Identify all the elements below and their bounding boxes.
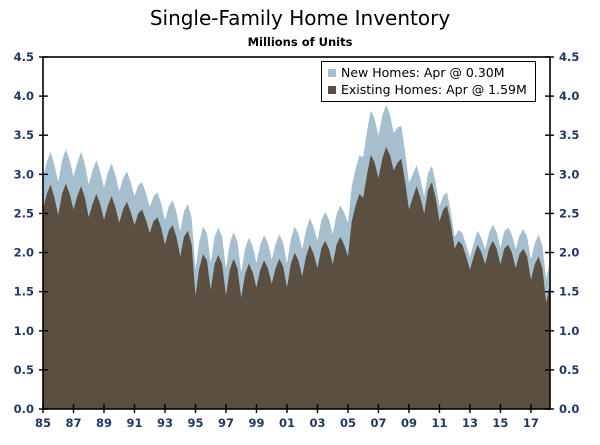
x-axis-tick-label: 11 <box>431 416 447 430</box>
y-axis-tick-label-left: 3.5 <box>14 128 34 142</box>
x-axis-tick-label: 93 <box>157 416 173 430</box>
y-axis-tick-label-left: 1.5 <box>14 285 34 299</box>
x-axis-tick-label: 09 <box>401 416 417 430</box>
x-axis-tick-label: 89 <box>96 416 112 430</box>
chart-frame <box>42 56 551 410</box>
y-axis-tick-label-right: 1.5 <box>559 285 579 299</box>
legend-label-existing-homes: Existing Homes: Apr @ 1.59M <box>341 82 527 97</box>
y-axis-tick-label-left: 1.0 <box>14 324 34 338</box>
y-axis-tick-label-left: 2.0 <box>14 246 34 260</box>
y-axis-tick-label-right: 3.0 <box>559 167 579 181</box>
y-axis-tick-label-right: 4.5 <box>559 50 579 64</box>
x-axis-tick-label: 85 <box>35 416 51 430</box>
x-axis-tick-label: 15 <box>492 416 508 430</box>
x-axis-tick-label: 87 <box>65 416 81 430</box>
y-axis-tick-label-right: 0.5 <box>559 363 579 377</box>
y-axis-tick-label-left: 2.5 <box>14 206 34 220</box>
plot-border <box>42 56 551 410</box>
legend-item-new-homes: New Homes: Apr @ 0.30M <box>328 64 527 81</box>
legend-label-new-homes: New Homes: Apr @ 0.30M <box>341 65 505 80</box>
x-axis-tick-label: 17 <box>523 416 539 430</box>
y-axis-tick-label-right: 2.5 <box>559 206 579 220</box>
x-axis-tick-label: 01 <box>279 416 295 430</box>
x-axis-tick-label: 03 <box>309 416 325 430</box>
new-homes-swatch-icon <box>328 68 336 77</box>
y-axis-tick-label-right: 1.0 <box>559 324 579 338</box>
x-axis-tick-label: 91 <box>126 416 142 430</box>
existing-homes-area <box>43 146 550 409</box>
chart-title: Single-Family Home Inventory <box>149 6 451 30</box>
existing-homes-swatch-icon <box>328 85 336 94</box>
x-axis-tick-label: 05 <box>340 416 356 430</box>
x-axis-tick-label: 13 <box>462 416 478 430</box>
chart-ticks <box>39 56 554 413</box>
y-axis-tick-label-right: 3.5 <box>559 128 579 142</box>
y-axis-tick-label-left: 4.0 <box>14 89 34 103</box>
y-axis-tick-label-left: 0.5 <box>14 363 34 377</box>
y-axis-tick-label-right: 0.0 <box>559 402 579 416</box>
legend-item-existing-homes: Existing Homes: Apr @ 1.59M <box>328 81 527 98</box>
y-axis-tick-label-left: 4.5 <box>14 50 34 64</box>
chart-areas <box>43 104 550 409</box>
y-axis-tick-label-right: 2.0 <box>559 246 579 260</box>
chart-legend: New Homes: Apr @ 0.30M Existing Homes: A… <box>321 61 536 102</box>
chart-tick-labels: 0.0 0.0 0.5 0.5 1.0 1.0 1.5 1.5 2.0 2.0 2.5 2.5 3.0 3… <box>14 50 580 430</box>
x-axis-tick-label: 07 <box>370 416 386 430</box>
x-axis-tick-label: 95 <box>187 416 203 430</box>
y-axis-tick-label-left: 3.0 <box>14 167 34 181</box>
chart-subtitle: Millions of Units <box>247 35 353 49</box>
y-axis-tick-label-right: 4.0 <box>559 89 579 103</box>
x-axis-tick-label: 97 <box>218 416 234 430</box>
y-axis-tick-label-left: 0.0 <box>14 402 34 416</box>
x-axis-tick-label: 99 <box>248 416 264 430</box>
